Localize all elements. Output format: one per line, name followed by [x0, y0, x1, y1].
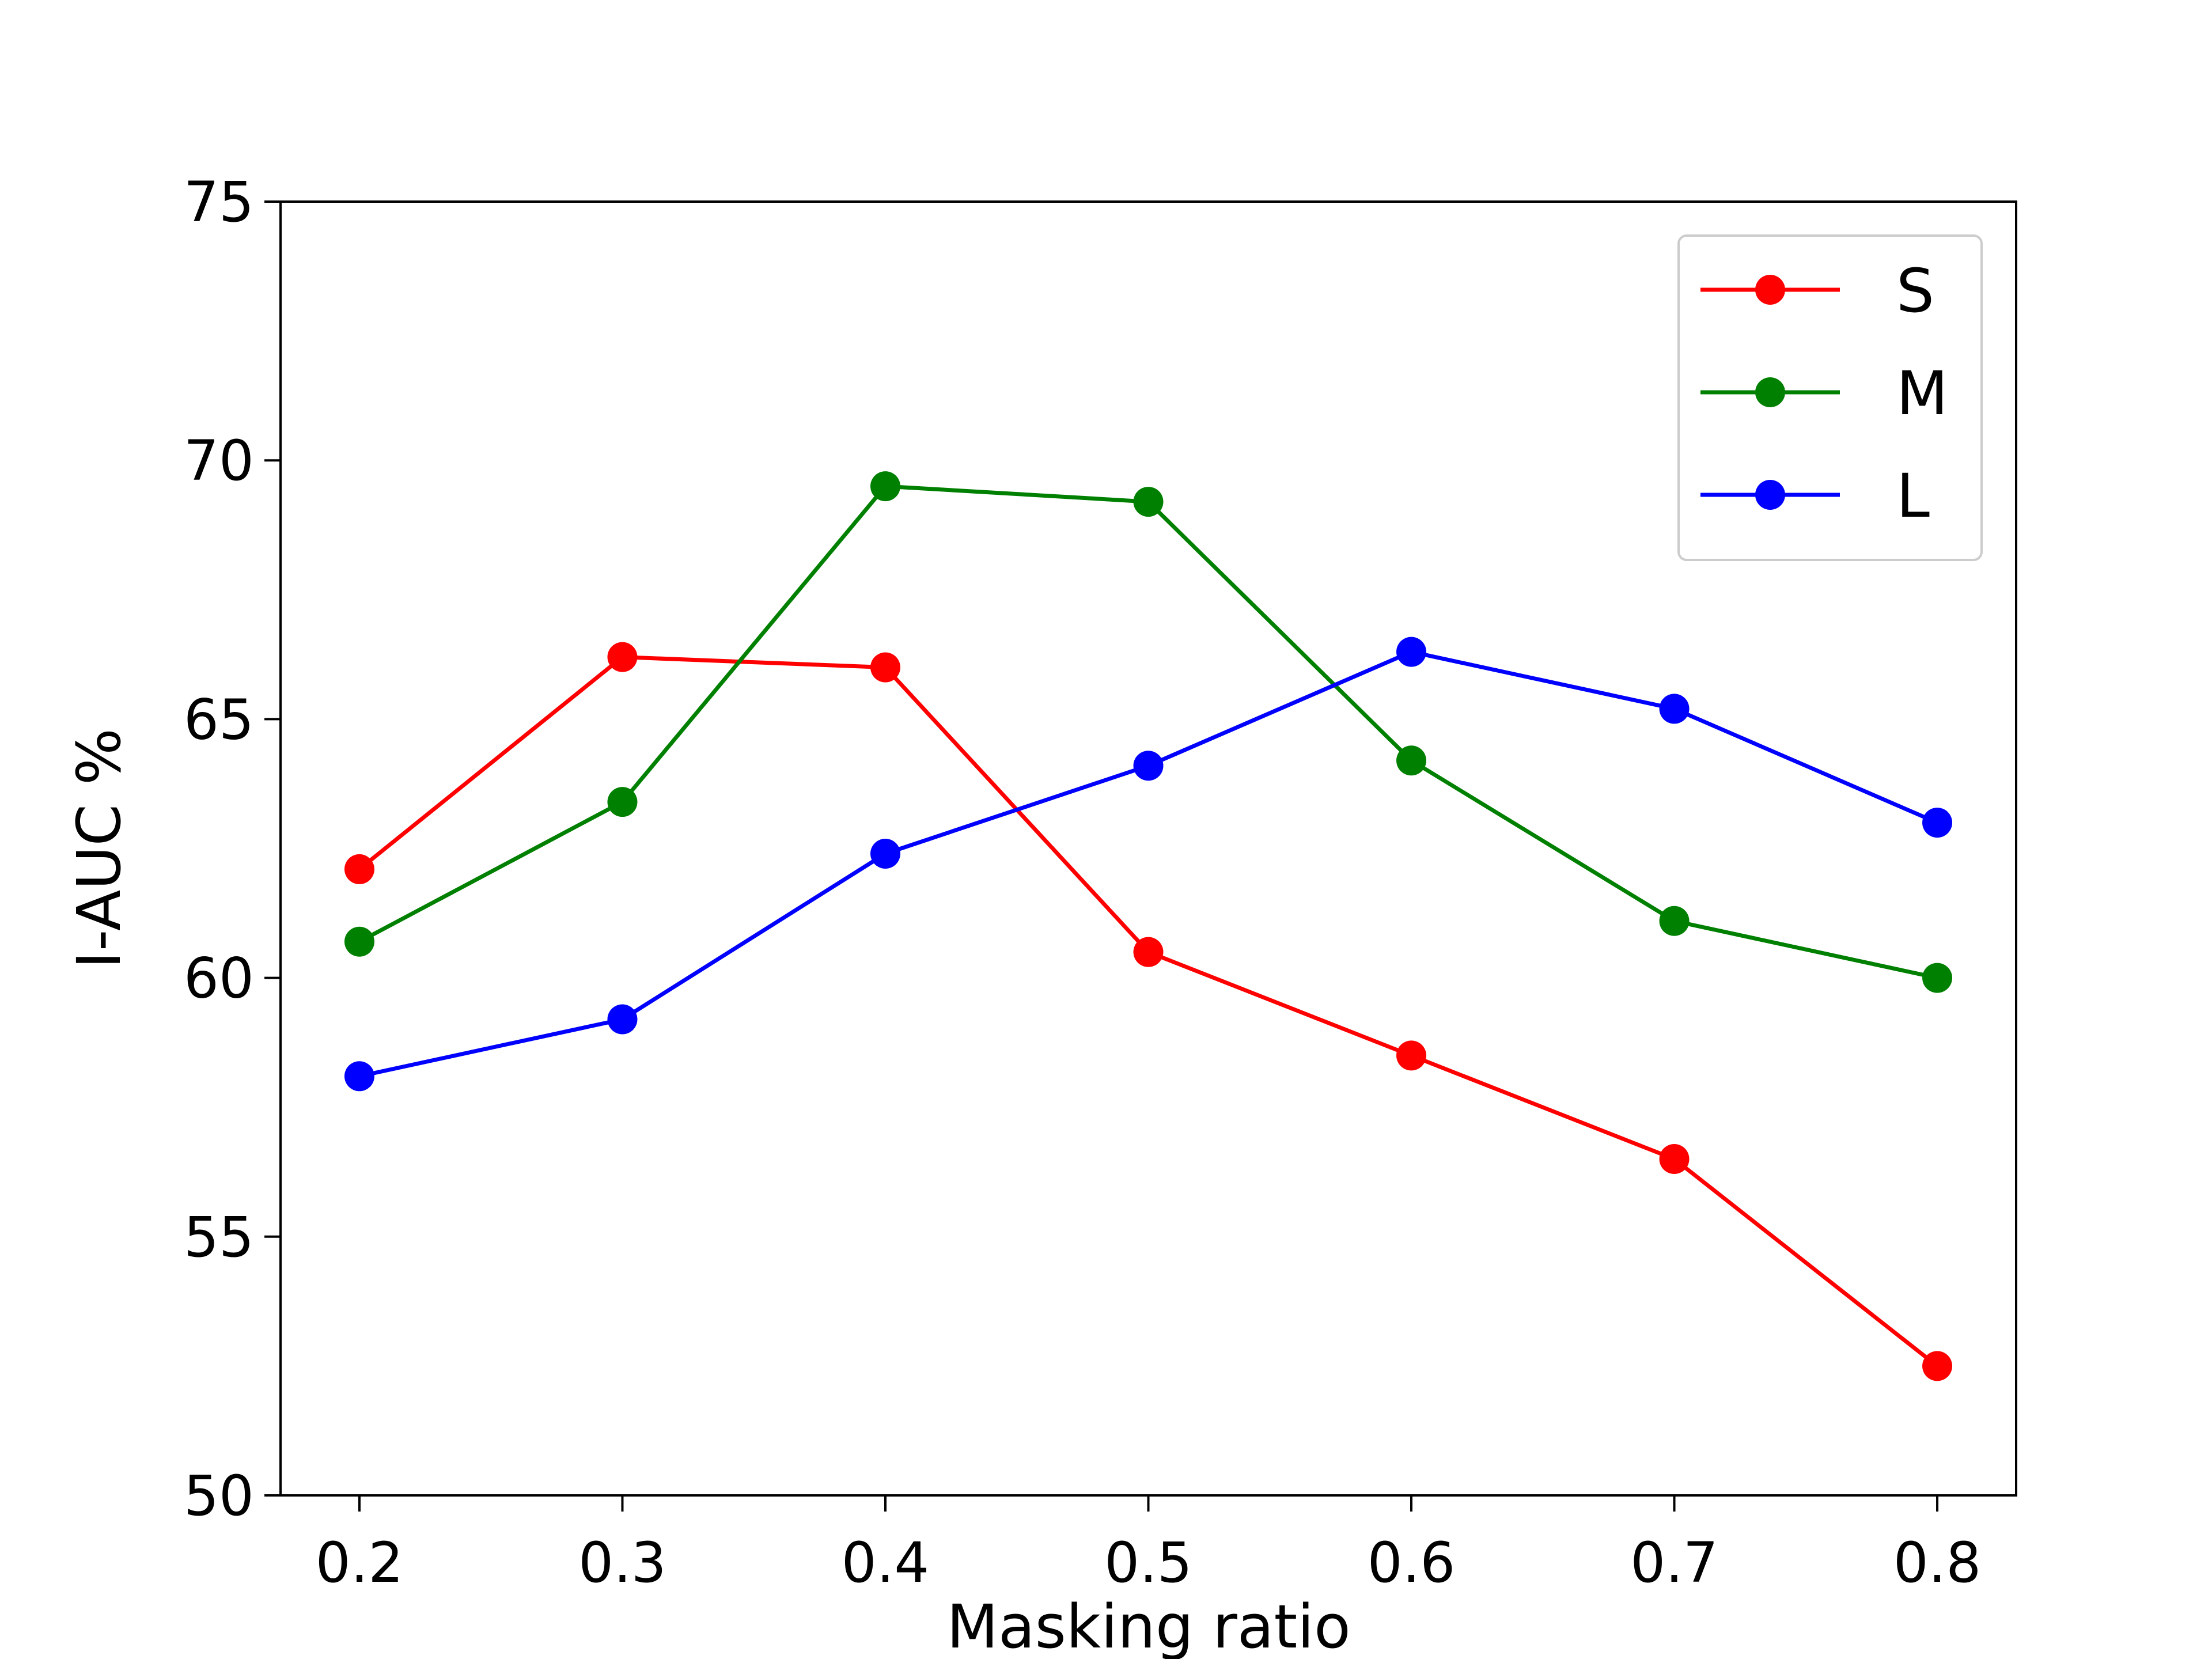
y-tick-label: 65: [184, 687, 254, 752]
data-point-s: [870, 652, 900, 683]
x-tick-label: 0.3: [578, 1531, 666, 1595]
x-tick-label: 0.7: [1630, 1531, 1718, 1595]
data-point-l: [1133, 751, 1164, 781]
x-axis-title: Masking ratio: [946, 1592, 1351, 1659]
y-tick-label: 60: [184, 946, 254, 1011]
legend-box: [1677, 234, 1983, 561]
data-point-m: [870, 471, 900, 502]
y-tick-label: 75: [184, 170, 254, 234]
legend-item-l: L: [1700, 461, 1930, 531]
series-layer: [344, 471, 1953, 1381]
data-point-s: [1922, 1351, 1953, 1381]
y-tick-label: 50: [184, 1464, 254, 1528]
data-point-s: [1659, 1144, 1690, 1175]
legend-item-m: M: [1700, 358, 1948, 429]
y-tick-label: 55: [184, 1205, 254, 1270]
data-point-m: [344, 926, 374, 957]
y-tick-label: 70: [184, 429, 254, 493]
data-point-m: [1133, 487, 1164, 517]
x-tick-label: 0.2: [316, 1531, 404, 1595]
data-point-l: [870, 838, 900, 869]
data-point-l: [607, 1004, 638, 1035]
y-axis-title: I-AUC %: [64, 728, 134, 969]
series-l: [344, 637, 1953, 1092]
legend-swatch-marker: [1755, 480, 1785, 510]
data-point-l: [1659, 694, 1690, 724]
data-point-s: [344, 854, 374, 884]
legend: SML: [1677, 234, 1983, 561]
data-point-m: [1396, 745, 1427, 776]
series-s: [344, 642, 1953, 1381]
data-point-m: [607, 787, 638, 817]
data-point-s: [1133, 937, 1164, 967]
x-axis: 0.2 0.3 0.4 0.5 0.6 0.7 0.8: [316, 1495, 1982, 1595]
data-point-l: [1922, 808, 1953, 838]
legend-label: M: [1896, 358, 1948, 429]
legend-swatch-marker: [1755, 377, 1785, 407]
y-axis: 50 55 60 65 70 75: [184, 170, 281, 1528]
plot-frame: [279, 200, 2017, 1497]
x-tick-label: 0.4: [842, 1531, 930, 1595]
series-line-l: [359, 650, 1938, 1078]
x-tick-label: 0.5: [1104, 1531, 1192, 1595]
data-point-l: [1396, 637, 1427, 667]
legend-label: L: [1896, 461, 1930, 531]
data-point-m: [1659, 906, 1690, 936]
legend-item-s: S: [1700, 256, 1934, 326]
x-tick-label: 0.8: [1893, 1531, 1982, 1595]
data-point-s: [607, 642, 638, 672]
legend-label: S: [1896, 256, 1934, 326]
data-point-l: [344, 1061, 374, 1092]
data-point-m: [1922, 963, 1953, 993]
series-m: [344, 471, 1953, 993]
data-point-s: [1396, 1040, 1427, 1071]
x-tick-label: 0.6: [1368, 1531, 1456, 1595]
legend-swatch-marker: [1755, 275, 1785, 305]
